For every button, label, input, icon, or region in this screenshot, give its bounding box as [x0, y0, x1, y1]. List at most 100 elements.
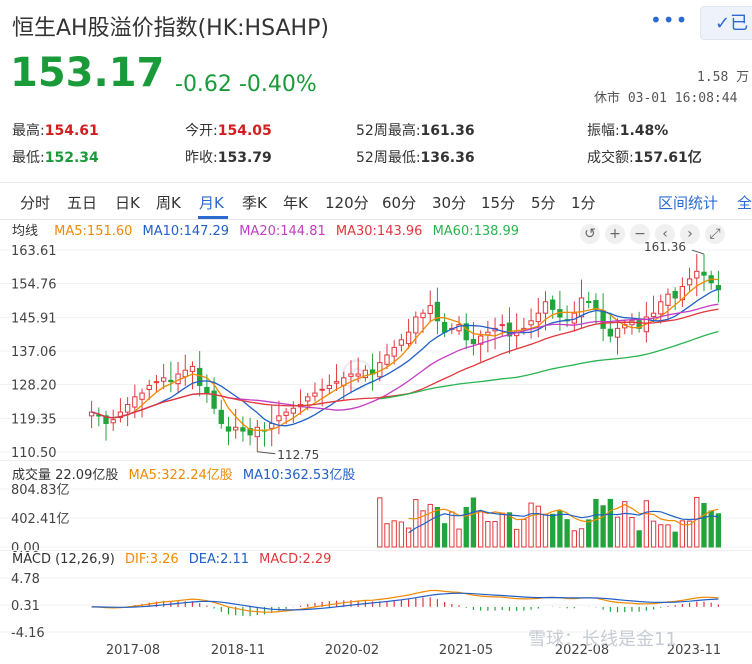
market-status: 休市 03-01 16:08:44 [594, 91, 738, 106]
volume-bar [521, 518, 527, 548]
volume-legend-label: 成交量 22.09亿股 [12, 468, 119, 483]
volume-bar [420, 510, 426, 548]
ma60-line [379, 330, 719, 400]
tab-5min[interactable]: 5分 [531, 194, 556, 212]
macd-tick-label: -4.16 [11, 626, 45, 641]
stat-amplitude-label: 振幅: [587, 123, 620, 139]
zoom-out-icon[interactable]: − [630, 224, 650, 244]
tab-monthly-k[interactable]: 月K [199, 194, 224, 212]
tab-1min[interactable]: 1分 [571, 194, 596, 212]
candle-body [456, 324, 462, 332]
price-tick-label: 110.50 [11, 446, 57, 461]
tab-intraday[interactable]: 分时 [20, 194, 51, 212]
interval-stats-link[interactable]: 区间统计 [658, 194, 719, 212]
scroll-right-icon[interactable]: › [680, 224, 700, 244]
candle-body [168, 379, 174, 383]
volume-bar [665, 524, 671, 548]
candle-body [514, 331, 520, 337]
volume-bar [434, 507, 441, 548]
candle-body [413, 316, 419, 334]
candle-body [600, 310, 606, 329]
volume-tick-label: 804.83亿 [11, 483, 70, 498]
candle-body [629, 320, 635, 326]
macd-panel-divider [0, 550, 752, 551]
volume-note: 1.58 万 [697, 70, 750, 85]
more-options-icon[interactable]: ••• [650, 8, 689, 32]
watermark-text: 雪球：长线是金11 [528, 629, 677, 650]
tab-15min[interactable]: 15分 [481, 194, 516, 212]
candle-body [175, 373, 181, 385]
volume-tick-label: 402.41亿 [11, 512, 70, 527]
stat-prev-close-value: 153.79 [217, 150, 272, 166]
ma20-value: MA20:144.81 [239, 224, 326, 239]
candle-body [686, 278, 693, 286]
tab-yearly-k[interactable]: 年K [283, 194, 308, 212]
candle-body [110, 419, 116, 424]
tab-120min[interactable]: 120分 [325, 194, 369, 212]
candle-body [614, 327, 621, 338]
candle-body [283, 411, 289, 416]
zoom-in-icon[interactable]: + [605, 224, 625, 244]
candle-body [254, 426, 260, 438]
candle-body [441, 322, 448, 333]
tab-five-day[interactable]: 五日 [67, 194, 98, 212]
candle-body [139, 392, 145, 400]
stat-52w-high-label: 52周最高: [356, 123, 421, 139]
follow-button[interactable]: ✓已 [700, 6, 752, 40]
volume-bar [506, 512, 513, 548]
current-price: 153.17 [10, 50, 165, 96]
tab-daily-k[interactable]: 日K [115, 194, 140, 212]
stat-low: 最低:152.34 [12, 147, 99, 167]
volume-ma5-value: MA5:322.24亿股 [128, 468, 233, 483]
volume-bar [492, 520, 498, 548]
candle-body [204, 386, 210, 394]
stat-52w-low: 52周最低:136.36 [356, 147, 475, 167]
macd-dif-value: DIF:3.26 [125, 552, 179, 567]
candle-body [550, 299, 556, 310]
candle-body [463, 323, 469, 341]
tab-weekly-k[interactable]: 周K [156, 194, 181, 212]
candle-body [715, 285, 722, 291]
stat-high-label: 最高: [12, 123, 45, 139]
candle-body [182, 369, 188, 378]
all-link[interactable]: 全 [737, 194, 752, 212]
expand-icon[interactable]: ⤢ [705, 224, 725, 244]
scroll-left-icon[interactable]: ‹ [655, 224, 675, 244]
stat-turnover: 成交额:157.61亿 [587, 147, 702, 167]
reset-icon[interactable]: ↺ [580, 224, 600, 244]
volume-bar [629, 516, 635, 548]
candle-body [362, 369, 369, 379]
macd-dif-line [91, 589, 719, 613]
candle-body [218, 409, 224, 424]
volume-bar [622, 501, 628, 548]
volume-bar [679, 520, 686, 548]
volume-bar [499, 512, 505, 548]
ma-legend: 均线 MA5:151.60 MA10:147.29 MA20:144.81 MA… [12, 220, 519, 239]
candle-body [506, 322, 513, 337]
x-tick-label: 2020-02 [325, 643, 379, 658]
high-annotation-line [691, 249, 705, 255]
tab-quarterly-k[interactable]: 季K [242, 194, 267, 212]
chart-tools: ↺ + − ‹ › ⤢ [580, 224, 725, 244]
candle-body [96, 414, 102, 417]
candle-body [477, 335, 484, 345]
candle-body [571, 312, 577, 324]
volume-bar [564, 519, 570, 548]
volume-bar [384, 523, 390, 548]
ma10-line [91, 288, 719, 427]
candle-body [384, 354, 390, 365]
volume-bar [456, 528, 462, 548]
volume-bar [650, 520, 657, 548]
stat-turnover-label: 成交额: [587, 150, 634, 166]
stat-amplitude-value: 1.48% [619, 123, 669, 139]
stat-low-label: 最低: [12, 150, 45, 166]
period-tabs: 分时 五日 日K 周K 月K 季K 年K 120分 60分 30分 15分 5分… [0, 182, 752, 220]
macd-dea-value: DEA:2.11 [188, 552, 250, 567]
candle-body [88, 411, 95, 417]
volume-bar [398, 521, 405, 548]
tab-30min[interactable]: 30分 [432, 194, 467, 212]
change-value: -0.62 [175, 72, 232, 97]
candle-body [348, 373, 354, 377]
macd-hist-value: MACD:2.29 [259, 552, 332, 567]
tab-60min[interactable]: 60分 [382, 194, 417, 212]
